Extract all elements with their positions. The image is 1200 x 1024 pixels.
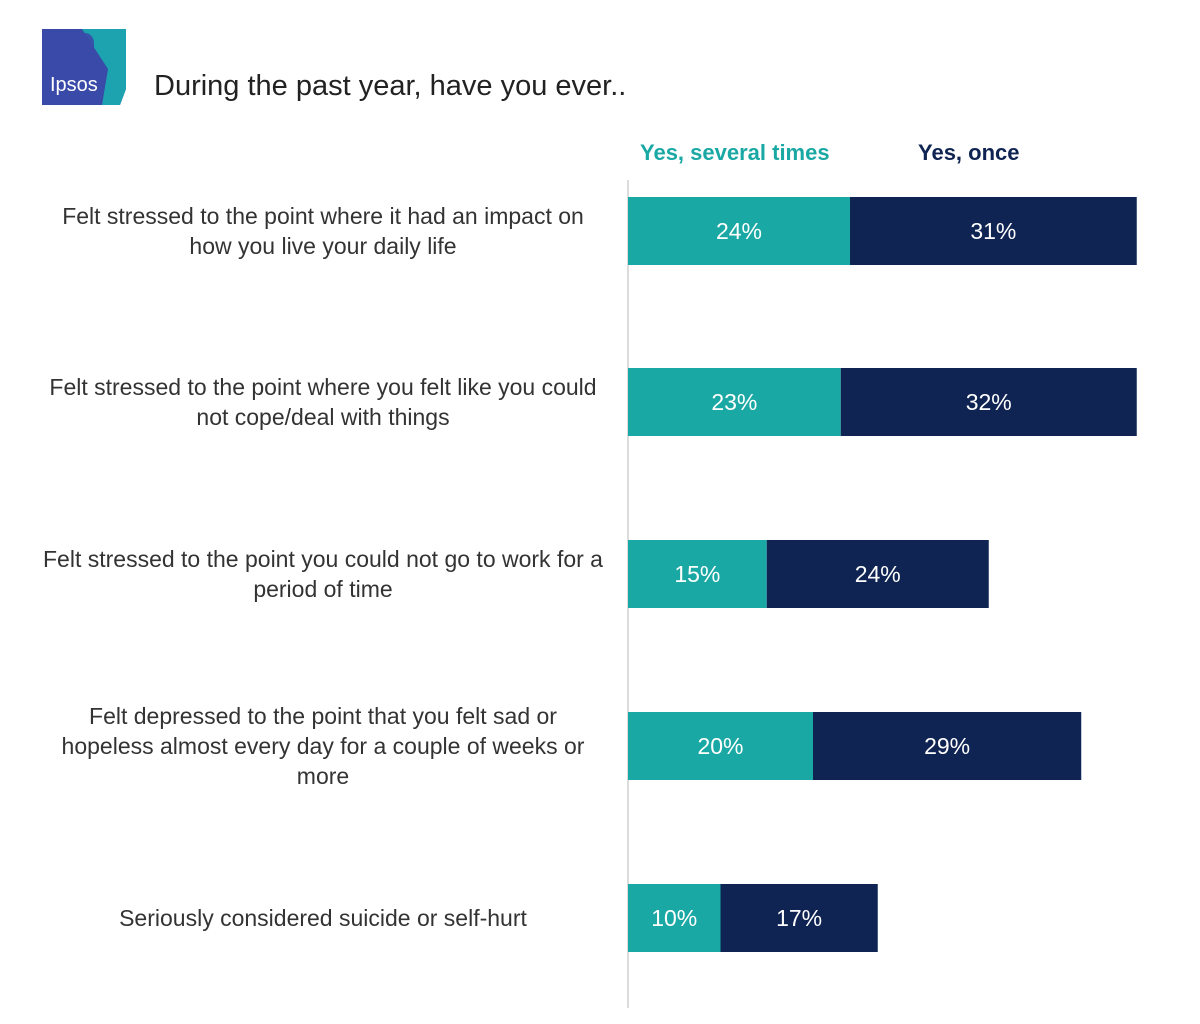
category-label: Seriously considered suicide or self-hur…: [119, 905, 527, 931]
chart-title: During the past year, have you ever..: [154, 70, 627, 102]
legend-once: Yes, once: [918, 140, 1020, 165]
data-label: 24%: [716, 218, 762, 244]
legend-several-times: Yes, several times: [640, 140, 830, 165]
bar-once: [850, 197, 1137, 265]
data-label: 17%: [776, 905, 822, 931]
data-label: 24%: [855, 561, 901, 587]
data-label: 31%: [970, 218, 1016, 244]
svg-text:Ipsos: Ipsos: [50, 74, 98, 96]
bar-once: [720, 884, 878, 952]
bar-several-times: [628, 197, 850, 265]
data-label: 15%: [674, 561, 720, 587]
bar-once: [840, 368, 1137, 436]
bar-several-times: [628, 368, 841, 436]
data-label: 29%: [924, 733, 970, 759]
ipsos-logo: Ipsos: [42, 29, 126, 105]
category-label: Felt stressed to the point where it had …: [62, 203, 584, 259]
category-label: Felt stressed to the point you could not…: [43, 546, 603, 602]
category-label: Felt depressed to the point that you fel…: [61, 703, 585, 789]
bar-once: [766, 540, 989, 608]
bar-several-times: [628, 884, 721, 952]
data-label: 23%: [711, 389, 757, 415]
category-label: Felt stressed to the point where you fel…: [49, 374, 597, 430]
data-label: 32%: [966, 389, 1012, 415]
bar-several-times: [628, 540, 767, 608]
data-label: 20%: [697, 733, 743, 759]
bar-once: [813, 712, 1082, 780]
data-label: 10%: [651, 905, 697, 931]
bar-several-times: [628, 712, 813, 780]
